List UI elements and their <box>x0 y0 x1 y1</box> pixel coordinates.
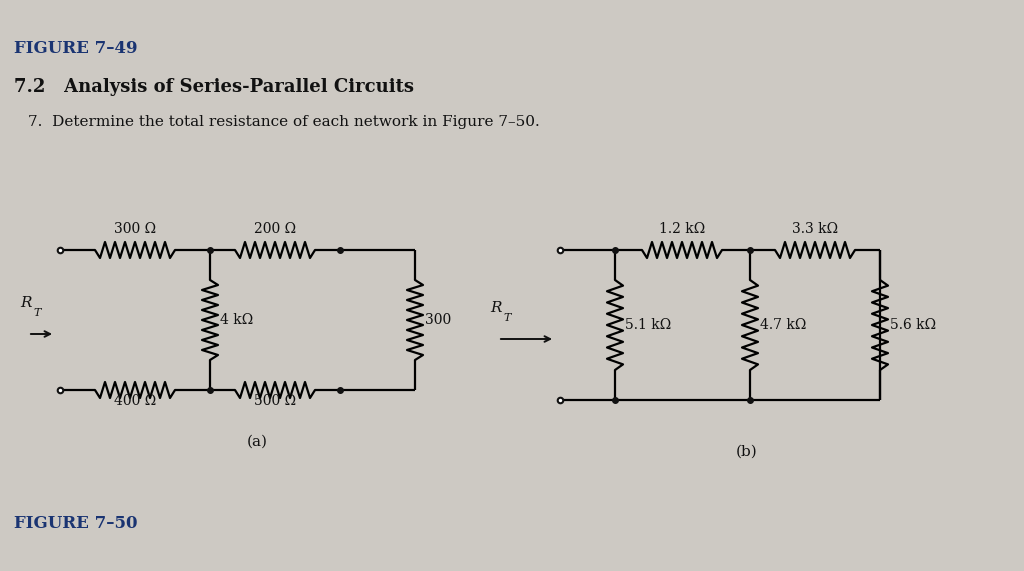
Text: FIGURE 7–50: FIGURE 7–50 <box>14 515 137 532</box>
Text: 200 Ω: 200 Ω <box>254 222 296 236</box>
Text: FIGURE 7–49: FIGURE 7–49 <box>14 40 137 57</box>
Text: 4.7 kΩ: 4.7 kΩ <box>760 318 806 332</box>
Text: T: T <box>33 308 40 318</box>
Text: 5.1 kΩ: 5.1 kΩ <box>625 318 672 332</box>
Text: T: T <box>503 313 510 323</box>
Text: 7.2   Analysis of Series-Parallel Circuits: 7.2 Analysis of Series-Parallel Circuits <box>14 78 414 96</box>
Text: R: R <box>20 296 32 310</box>
Text: R: R <box>490 301 502 315</box>
Text: 500 Ω: 500 Ω <box>254 394 296 408</box>
Text: 5.6 kΩ: 5.6 kΩ <box>890 318 936 332</box>
Text: 300 Ω: 300 Ω <box>114 222 156 236</box>
Text: (a): (a) <box>247 435 267 449</box>
Text: 300: 300 <box>425 313 452 327</box>
Text: 1.2 kΩ: 1.2 kΩ <box>658 222 706 236</box>
Text: 3.3 kΩ: 3.3 kΩ <box>792 222 838 236</box>
Text: 400 Ω: 400 Ω <box>114 394 156 408</box>
Text: 4 kΩ: 4 kΩ <box>220 313 253 327</box>
Text: (b): (b) <box>736 445 758 459</box>
Text: 7.  Determine the total resistance of each network in Figure 7–50.: 7. Determine the total resistance of eac… <box>28 115 540 129</box>
